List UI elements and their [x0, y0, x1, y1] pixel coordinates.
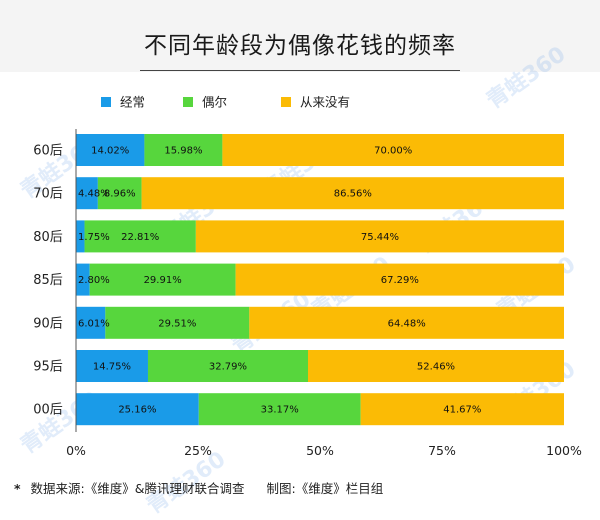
data-label: 4.48% [78, 189, 110, 200]
bar-segment [76, 134, 145, 166]
bar-segment [76, 393, 199, 426]
footer: * 数据来源:《维度》&腾讯理财联合调查 制图:《维度》栏目组 [14, 478, 383, 497]
data-label: 33.17% [261, 405, 299, 416]
bar-segment [76, 263, 90, 296]
data-label: 8.96% [104, 189, 136, 200]
data-label: 64.48% [388, 318, 426, 329]
x-tick-label: 50% [306, 443, 334, 458]
bar-segment [144, 134, 223, 166]
category-label: 80后 [33, 230, 63, 245]
legend-swatch [101, 97, 111, 107]
bar-segment [76, 220, 85, 253]
data-label: 25.16% [118, 405, 156, 416]
data-label: 6.01% [78, 318, 110, 329]
category-label: 90后 [33, 316, 63, 331]
data-label: 32.79% [209, 362, 247, 373]
data-label: 75.44% [361, 232, 399, 243]
bar-segment [76, 350, 148, 382]
data-label: 41.67% [443, 405, 481, 416]
category-label: 85后 [33, 273, 63, 288]
bar-segment [89, 263, 236, 296]
data-label: 14.75% [93, 362, 131, 373]
x-tick-label: 100% [546, 443, 582, 458]
bar-segment [97, 177, 142, 210]
data-label: 2.80% [78, 275, 110, 286]
data-label: 1.75% [78, 232, 110, 243]
legend-swatch [183, 97, 193, 107]
x-tick-label: 25% [184, 443, 212, 458]
bar-segment [195, 220, 565, 253]
data-label: 67.29% [381, 275, 419, 286]
title-band [0, 0, 600, 72]
stacked-bar-chart: 经常 偶尔 从来没有 60后 14.02% 15.98% 70.00% 70后 4.48%8.9… [33, 95, 582, 459]
data-label: 52.46% [417, 362, 455, 373]
bar-segment [360, 393, 564, 426]
bar-segment [76, 306, 106, 339]
category-label: 70后 [33, 187, 63, 202]
category-label: 95后 [33, 360, 63, 375]
category-label: 00后 [33, 403, 63, 418]
bar-segment [105, 306, 250, 339]
legend-swatch [281, 97, 291, 107]
chart-title: 不同年龄段为偶像花钱的频率 [144, 33, 456, 59]
legend-label: 从来没有 [300, 95, 350, 110]
x-tick-label: 0% [66, 443, 86, 458]
bar-segment [76, 177, 98, 210]
data-label: 14.02% [91, 146, 129, 157]
bar-segment [141, 177, 564, 210]
footer-source: 数据来源:《维度》&腾讯理财联合调查 [30, 481, 245, 496]
x-tick-label: 75% [428, 443, 456, 458]
bar-segment [198, 393, 361, 426]
title-underline [140, 70, 460, 71]
bar-segment [222, 134, 564, 166]
footer-credit: 制图:《维度》栏目组 [266, 481, 384, 496]
data-label: 29.51% [158, 318, 196, 329]
data-label: 22.81% [121, 232, 159, 243]
bar-segment [235, 263, 564, 296]
bar-segment [147, 350, 308, 382]
data-label: 86.56% [334, 189, 372, 200]
bar-segment [307, 350, 564, 382]
data-label: 29.91% [144, 275, 182, 286]
data-label: 70.00% [374, 146, 412, 157]
footer-star: * [14, 481, 21, 496]
legend-label: 经常 [120, 95, 145, 110]
bar-segment [84, 220, 196, 253]
bar-segment [249, 306, 565, 339]
data-label: 15.98% [164, 146, 202, 157]
legend-label: 偶尔 [202, 95, 227, 110]
category-label: 60后 [33, 144, 63, 159]
